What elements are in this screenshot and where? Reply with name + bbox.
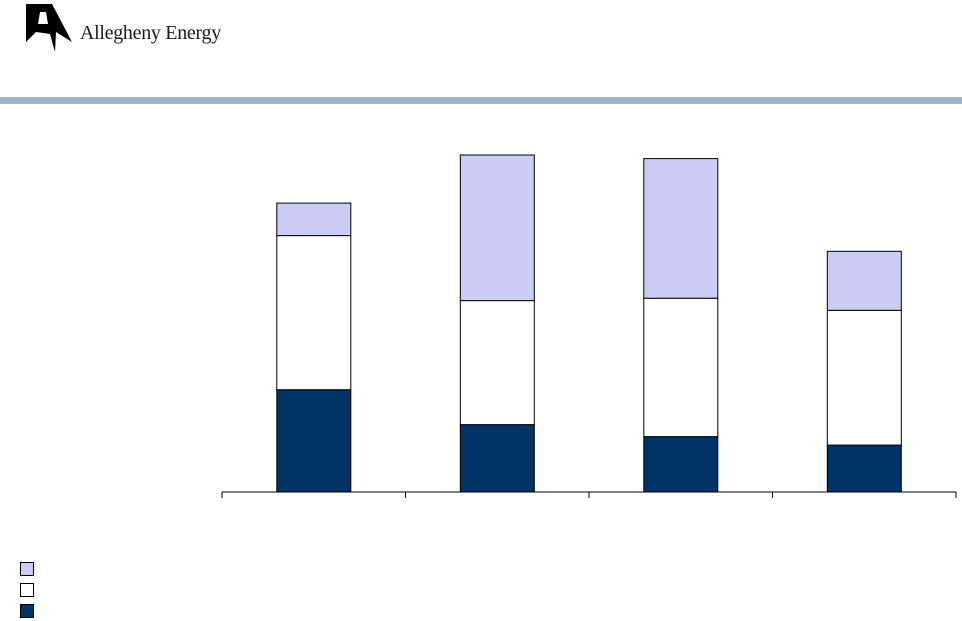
legend-item-bottom-series: [20, 600, 34, 621]
allegheny-a-mark-icon: [26, 4, 72, 52]
legend-swatch-middle: [20, 582, 34, 597]
header-divider: [0, 97, 962, 104]
legend-item-middle-series: [20, 579, 34, 600]
legend-swatch-bottom: [20, 603, 34, 618]
bar-4-segment-2: [826, 309, 902, 446]
bars-layer: [276, 154, 902, 493]
bar-1-segment-3: [276, 202, 352, 237]
bar-1-segment-1: [276, 389, 352, 493]
legend-swatch-top: [20, 561, 34, 576]
bar-4-segment-3: [826, 250, 902, 311]
company-logo: Allegheny Energy: [22, 2, 252, 54]
bar-3-segment-2: [643, 297, 719, 438]
bar-4-segment-1: [826, 444, 902, 493]
bar-2-segment-3: [459, 154, 535, 302]
bar-3-segment-1: [643, 436, 719, 493]
bar-3-segment-3: [643, 158, 719, 299]
bar-2-segment-2: [459, 300, 535, 426]
bar-2-segment-1: [459, 424, 535, 493]
logo-wordmark: Allegheny Energy: [80, 22, 221, 44]
chart-legend: [20, 558, 34, 621]
legend-item-top-series: [20, 558, 34, 579]
bar-1-segment-2: [276, 235, 352, 391]
x-axis: [221, 491, 957, 498]
